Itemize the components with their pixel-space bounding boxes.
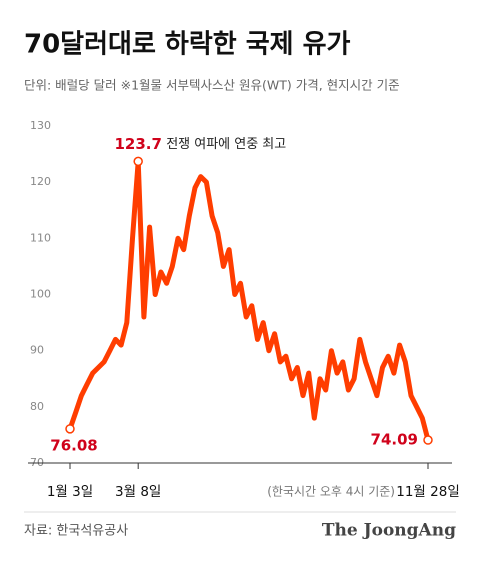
point-marker <box>65 424 75 434</box>
peak-annotation: 전쟁 여파에 연중 최고 <box>166 137 286 152</box>
x-tick-label: 3월 8일 <box>115 484 161 500</box>
y-tick-label: 120 <box>30 175 51 188</box>
chart-title: 70달러대로 하락한 국제 유가 <box>24 30 351 60</box>
x-tick-label: 1월 3일 <box>47 484 93 500</box>
y-tick-label: 90 <box>30 344 44 357</box>
point-marker <box>133 156 143 167</box>
value-label: 123.7 <box>114 135 161 153</box>
chart-subtitle: 단위: 배럴당 달러 ※1월물 서부텍사스산 원유(WT) 가격, 현지시간 기… <box>24 78 400 93</box>
point-marker <box>423 435 433 445</box>
value-label: 74.09 <box>371 431 418 449</box>
y-tick-label: 80 <box>30 400 44 413</box>
x-tick-label: 11월 28일 <box>396 484 460 500</box>
source: 자료: 한국석유공사 <box>24 524 128 539</box>
y-tick-label: 110 <box>30 231 51 244</box>
price-line <box>67 158 431 441</box>
value-label: 76.08 <box>50 436 97 454</box>
time-note: (한국시간 오후 4시 기준) <box>267 485 395 499</box>
y-tick-label: 130 <box>30 119 51 132</box>
brand: The JoongAng <box>322 521 456 541</box>
y-tick-label: 100 <box>30 288 51 301</box>
